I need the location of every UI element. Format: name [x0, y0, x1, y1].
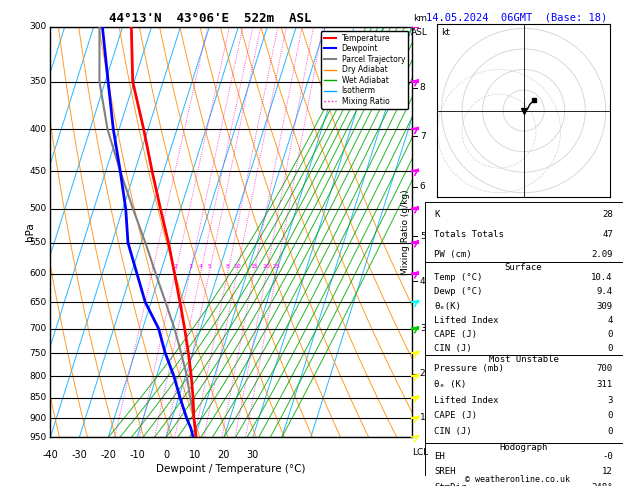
Text: 0: 0	[608, 330, 613, 339]
Text: 7: 7	[420, 132, 426, 141]
Text: 400: 400	[30, 125, 47, 134]
Text: 47: 47	[602, 230, 613, 239]
Text: 15: 15	[250, 264, 258, 269]
Text: Dewpoint / Temperature (°C): Dewpoint / Temperature (°C)	[157, 464, 306, 474]
Bar	[425, 262, 623, 355]
Text: 9.4: 9.4	[597, 287, 613, 296]
Text: -20: -20	[100, 450, 116, 460]
Text: 950: 950	[30, 433, 47, 442]
Text: 8: 8	[226, 264, 230, 269]
Text: 28: 28	[602, 210, 613, 219]
Text: 4: 4	[199, 264, 203, 269]
Text: 10.4: 10.4	[591, 273, 613, 282]
Text: 500: 500	[30, 204, 47, 213]
Text: EH: EH	[435, 451, 445, 461]
Text: 700: 700	[30, 324, 47, 333]
Text: Totals Totals: Totals Totals	[435, 230, 504, 239]
Text: © weatheronline.co.uk: © weatheronline.co.uk	[465, 474, 569, 484]
Text: kt: kt	[441, 28, 450, 37]
Text: 5: 5	[420, 232, 426, 241]
Text: Temp (°C): Temp (°C)	[435, 273, 483, 282]
Text: Surface: Surface	[505, 263, 542, 273]
Text: 248°: 248°	[591, 484, 613, 486]
Text: 4: 4	[420, 277, 425, 286]
Text: K: K	[435, 210, 440, 219]
Text: 550: 550	[30, 238, 47, 247]
Text: 700: 700	[597, 364, 613, 373]
Text: 3: 3	[608, 396, 613, 404]
Text: 900: 900	[30, 414, 47, 423]
Text: Lifted Index: Lifted Index	[435, 396, 499, 404]
Text: 800: 800	[30, 372, 47, 381]
Text: θₑ(K): θₑ(K)	[435, 302, 461, 311]
Text: Pressure (mb): Pressure (mb)	[435, 364, 504, 373]
Text: 44°13'N  43°06'E  522m  ASL: 44°13'N 43°06'E 522m ASL	[109, 12, 312, 25]
Text: km: km	[413, 14, 427, 23]
Text: 5: 5	[208, 264, 211, 269]
Text: 0: 0	[608, 411, 613, 420]
Text: 12: 12	[602, 468, 613, 476]
Legend: Temperature, Dewpoint, Parcel Trajectory, Dry Adiabat, Wet Adiabat, Isotherm, Mi: Temperature, Dewpoint, Parcel Trajectory…	[321, 31, 408, 109]
Text: Lifted Index: Lifted Index	[435, 316, 499, 325]
Text: 2: 2	[174, 264, 178, 269]
Text: Hodograph: Hodograph	[499, 443, 548, 452]
Text: 8: 8	[420, 83, 426, 92]
Bar	[425, 202, 623, 262]
Text: 850: 850	[30, 393, 47, 402]
Text: SREH: SREH	[435, 468, 456, 476]
Text: 1: 1	[150, 264, 154, 269]
Text: 4: 4	[608, 316, 613, 325]
Text: 2.09: 2.09	[591, 250, 613, 259]
Text: 2: 2	[420, 369, 425, 379]
Text: 650: 650	[30, 298, 47, 307]
Text: 14.05.2024  06GMT  (Base: 18): 14.05.2024 06GMT (Base: 18)	[426, 12, 608, 22]
Text: PW (cm): PW (cm)	[435, 250, 472, 259]
Text: -10: -10	[129, 450, 145, 460]
Text: 30: 30	[247, 450, 259, 460]
Text: 350: 350	[30, 77, 47, 86]
Text: CIN (J): CIN (J)	[435, 345, 472, 353]
Text: CIN (J): CIN (J)	[435, 427, 472, 436]
Text: Dewp (°C): Dewp (°C)	[435, 287, 483, 296]
Text: 3: 3	[420, 324, 426, 333]
Text: CAPE (J): CAPE (J)	[435, 330, 477, 339]
Text: 450: 450	[30, 167, 47, 175]
Bar	[425, 443, 623, 476]
Text: 10: 10	[189, 450, 201, 460]
Text: ASL: ASL	[411, 28, 428, 37]
Text: -40: -40	[42, 450, 58, 460]
Bar	[425, 355, 623, 443]
Text: 309: 309	[597, 302, 613, 311]
Text: 300: 300	[30, 22, 47, 31]
Text: 1: 1	[420, 413, 426, 422]
Text: -0: -0	[602, 451, 613, 461]
Text: StmDir: StmDir	[435, 484, 467, 486]
Text: LCL: LCL	[412, 448, 428, 457]
Text: 750: 750	[30, 348, 47, 358]
Text: 311: 311	[597, 380, 613, 389]
Text: Mixing Ratio (g/kg): Mixing Ratio (g/kg)	[401, 189, 410, 275]
Text: hPa: hPa	[25, 223, 35, 242]
Text: 25: 25	[272, 264, 281, 269]
Text: Most Unstable: Most Unstable	[489, 355, 559, 364]
Text: θₑ (K): θₑ (K)	[435, 380, 467, 389]
Text: 10: 10	[233, 264, 241, 269]
Text: 0: 0	[608, 427, 613, 436]
Text: 0: 0	[608, 345, 613, 353]
Text: 20: 20	[218, 450, 230, 460]
Text: 0: 0	[163, 450, 169, 460]
Text: 600: 600	[30, 269, 47, 278]
Text: 6: 6	[420, 182, 426, 191]
Text: CAPE (J): CAPE (J)	[435, 411, 477, 420]
Text: -30: -30	[71, 450, 87, 460]
Text: 3: 3	[188, 264, 192, 269]
Text: 20: 20	[262, 264, 270, 269]
